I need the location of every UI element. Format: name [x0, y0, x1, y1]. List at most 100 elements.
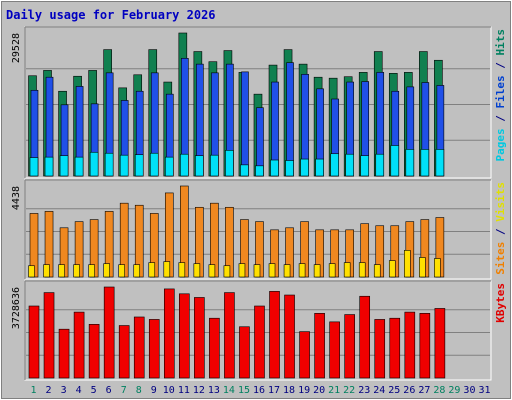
x-tick-label: 7	[121, 385, 127, 396]
bar-sites	[73, 264, 80, 278]
bar-sites	[118, 264, 125, 278]
bar-kbytes	[374, 319, 386, 379]
legend-entry: Sites	[494, 242, 507, 275]
bar-sites	[253, 264, 261, 278]
bar-files	[286, 62, 294, 177]
bar-sites	[328, 263, 336, 278]
legend: KBytes	[494, 283, 507, 323]
bar-sites	[223, 265, 231, 278]
bar-sites	[133, 264, 141, 278]
bar-sites	[148, 262, 156, 278]
bar-pages	[89, 151, 99, 177]
bar-sites	[373, 264, 381, 278]
panel-pages-files-hits: 29528 Pages / Files / Hits	[11, 26, 507, 179]
bar-pages	[435, 149, 445, 177]
x-tick-label: 18	[283, 385, 295, 396]
x-tick-label: 4	[76, 385, 82, 396]
bar-kbytes	[359, 295, 371, 379]
legend-entry: Pages	[494, 128, 507, 161]
bar-sites	[238, 263, 246, 278]
bar-kbytes	[148, 319, 160, 379]
bar-sites	[208, 264, 216, 278]
bar-kbytes	[389, 317, 401, 379]
x-tick-label: 30	[463, 385, 475, 396]
x-tick-label: 21	[328, 385, 340, 396]
x-tick-label: 13	[208, 385, 220, 396]
chart-title: Daily usage for February 2026	[6, 8, 216, 22]
legend: Pages / Files / Hits	[494, 29, 507, 162]
bar-kbytes	[179, 293, 190, 379]
x-tick-label: 15	[238, 385, 250, 396]
x-tick-label: 19	[298, 385, 310, 396]
bar-kbytes	[43, 292, 55, 379]
bar-kbytes	[419, 313, 431, 379]
x-tick-label: 17	[268, 385, 280, 396]
bar-sites	[358, 262, 366, 278]
bar-sites	[88, 264, 95, 278]
bar-pages	[195, 155, 204, 177]
bar-pages	[345, 153, 354, 177]
legend-entry: /	[494, 109, 507, 129]
legend: Sites / Visits	[494, 182, 507, 275]
bar-sites	[404, 250, 411, 278]
x-tick-label: 24	[373, 385, 385, 396]
x-axis-labels: 1 2 3 4 5 6 7 8 9 10 11 12 13 14 15 16 17 18 19 20 21 22 23 24 2…	[31, 385, 491, 396]
x-tick-label: 6	[106, 385, 112, 396]
chart-panels: 29528 Pages / Files / Hits 4438 Sites / Vis…	[11, 26, 507, 381]
bar-sites	[28, 265, 35, 278]
bar-pages	[255, 165, 264, 177]
bar-kbytes	[194, 297, 205, 379]
bar-pages	[315, 158, 324, 177]
legend-entry: /	[494, 222, 507, 242]
bar-kbytes	[103, 286, 115, 379]
bar-kbytes	[434, 308, 446, 379]
bar-pages	[375, 153, 385, 177]
bar-kbytes	[284, 294, 295, 379]
bar-kbytes	[163, 288, 175, 379]
legend-entry: Visits	[494, 182, 507, 222]
bar-pages	[390, 145, 400, 177]
bar-sites	[163, 261, 171, 278]
bar-sites	[419, 257, 426, 278]
bar-kbytes	[88, 324, 100, 379]
x-tick-label: 10	[163, 385, 175, 396]
bar-pages	[270, 159, 279, 177]
x-tick-label: 20	[313, 385, 325, 396]
x-tick-label: 25	[388, 385, 400, 396]
bar-kbytes	[133, 316, 145, 379]
x-tick-label: 5	[91, 385, 97, 396]
bar-kbytes	[239, 326, 250, 379]
x-tick-label: 8	[136, 385, 142, 396]
bar-sites	[43, 264, 50, 278]
bar-sites	[313, 264, 321, 278]
bar-pages	[360, 155, 370, 177]
bar-pages	[44, 156, 54, 177]
bar-pages	[285, 160, 294, 177]
x-tick-label: 12	[193, 385, 205, 396]
bar-files	[241, 71, 249, 177]
bar-kbytes	[254, 305, 265, 379]
legend-entry: /	[494, 56, 507, 76]
bar-kbytes	[269, 291, 280, 379]
bar-pages	[119, 154, 129, 177]
y-max-label: 29528	[11, 33, 22, 63]
bar-pages	[420, 149, 430, 177]
bar-sites	[298, 263, 306, 278]
x-tick-label: 1	[31, 385, 37, 396]
y-max-label: 3728636	[11, 287, 22, 329]
bar-pages	[405, 149, 415, 177]
x-tick-label: 31	[478, 385, 490, 396]
bar-pages	[300, 158, 309, 177]
panel-kbytes: 3728636 KBytes	[11, 280, 507, 381]
bar-pages	[104, 152, 114, 177]
bar-pages	[74, 156, 84, 177]
bar-kbytes	[344, 314, 355, 379]
bar-sites	[193, 263, 201, 278]
y-max-label: 4438	[11, 186, 22, 210]
x-tick-label: 26	[403, 385, 415, 396]
bar-kbytes	[118, 325, 130, 379]
x-tick-label: 28	[433, 385, 445, 396]
bar-sites	[58, 264, 65, 278]
